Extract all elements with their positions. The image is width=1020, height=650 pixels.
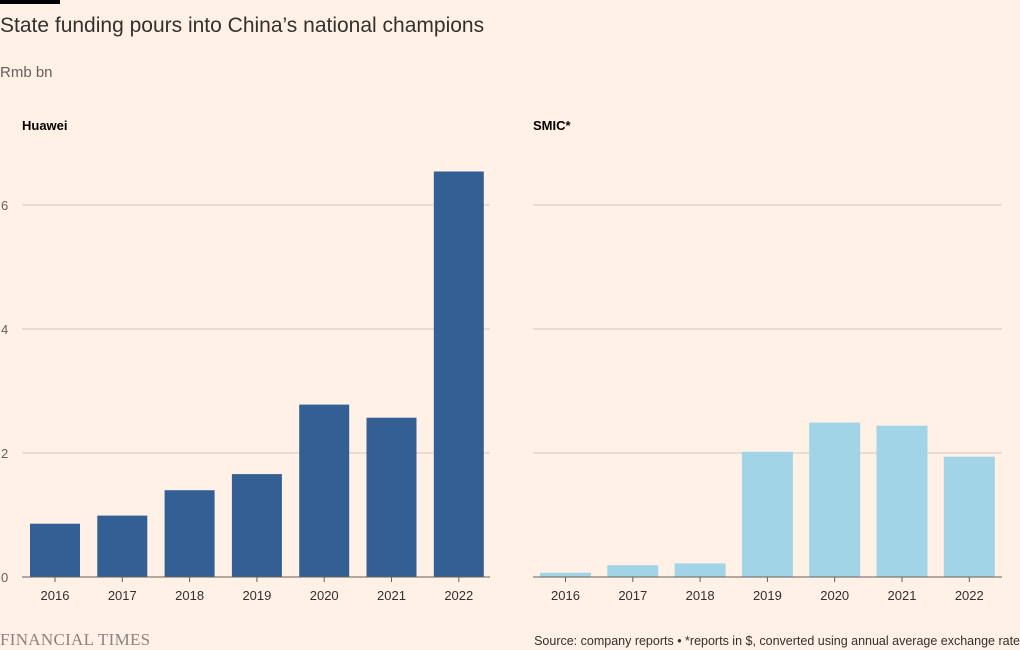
x-tick-label: 2017 (618, 588, 647, 603)
source-note: Source: company reports • *reports in $,… (534, 634, 1020, 648)
unit-label: Rmb bn (0, 64, 53, 81)
x-tick-label: 2022 (955, 588, 984, 603)
bar-smic-2019 (741, 451, 793, 577)
x-tick-label: 2022 (444, 588, 473, 603)
x-tick-label: 2016 (551, 588, 580, 603)
panel-title-smic: SMIC* (533, 118, 572, 133)
bar-smic-2018 (674, 563, 726, 577)
bar-huawei-2018 (164, 490, 215, 577)
x-tick-label: 2017 (108, 588, 137, 603)
bar-smic-2021 (876, 425, 928, 577)
bar-huawei-2016 (30, 523, 80, 577)
bar-huawei-2019 (231, 474, 282, 577)
x-tick-label: 2019 (242, 588, 271, 603)
chart-title: State funding pours into China’s nationa… (0, 14, 485, 37)
x-tick-label: 2018 (686, 588, 715, 603)
ft-top-bar (0, 0, 60, 4)
panel-title-huawei: Huawei (22, 118, 68, 133)
x-tick-label: 2020 (310, 588, 339, 603)
bar-huawei-2020 (299, 404, 350, 577)
x-tick-label: 2016 (41, 588, 70, 603)
x-tick-label: 2021 (377, 588, 406, 603)
bar-smic-2017 (607, 565, 659, 577)
x-tick-label: 2018 (175, 588, 204, 603)
ft-logo: FINANCIAL TIMES (0, 630, 151, 649)
panel-huawei: Huawei 0 2 4 6 2016 2017 2018 2019 2020 2021 2022 (1, 118, 490, 603)
bar-smic-2020 (809, 422, 861, 577)
panel-smic: SMIC* 2016 2017 2018 2019 2020 2021 2022 (533, 118, 1002, 603)
y-tick-label: 4 (1, 322, 8, 337)
x-tick-label: 2020 (820, 588, 849, 603)
x-tick-label: 2019 (753, 588, 782, 603)
y-tick-label: 6 (1, 198, 8, 213)
y-tick-label: 0 (1, 570, 8, 585)
x-tick-label: 2021 (888, 588, 917, 603)
bar-huawei-2021 (366, 417, 417, 577)
bar-huawei-2022 (433, 171, 484, 577)
bar-smic-2016 (540, 572, 591, 577)
bar-smic-2022 (943, 456, 995, 577)
bar-huawei-2017 (97, 515, 148, 577)
y-tick-label: 2 (1, 446, 8, 461)
